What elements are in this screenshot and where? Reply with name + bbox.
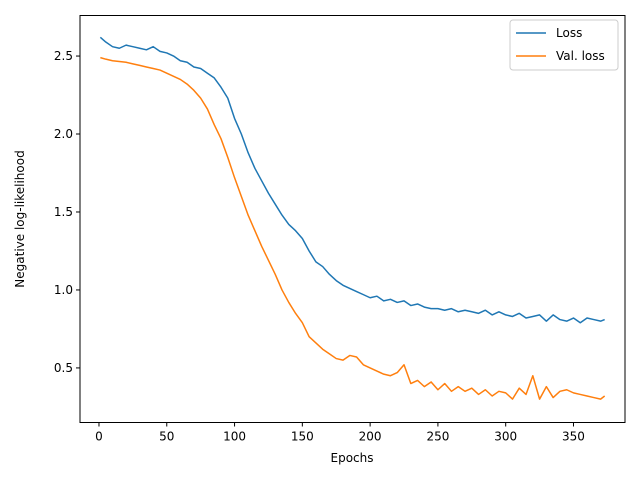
legend-label-val-loss: Val. loss: [556, 49, 605, 63]
x-tick-label: 350: [562, 430, 585, 444]
y-tick-label: 2.0: [54, 127, 73, 141]
series-line-loss: [99, 36, 605, 324]
x-tick-label: 50: [159, 430, 174, 444]
series-layer: [99, 36, 606, 400]
x-axis: 0 50 100 150 200 250 300 350: [95, 422, 585, 444]
plot-frame: [79, 15, 626, 423]
legend: Loss Val. loss: [509, 19, 619, 71]
x-tick-label: 300: [494, 430, 517, 444]
y-tick-label: 1.5: [54, 205, 73, 219]
x-axis-label: Epochs: [331, 451, 374, 465]
y-tick-label: 0.5: [54, 361, 73, 375]
y-tick-label: 1.0: [54, 283, 73, 297]
y-tick-label: 2.5: [54, 49, 73, 63]
legend-label-loss: Loss: [556, 26, 582, 40]
x-tick-label: 100: [223, 430, 246, 444]
x-tick-label: 150: [291, 430, 314, 444]
y-axis: 0.5 1.0 1.5 2.0 2.5: [54, 49, 80, 375]
x-tick-label: 250: [426, 430, 449, 444]
x-tick-label: 0: [95, 430, 103, 444]
series-line-val-loss: [100, 56, 606, 400]
y-axis-label: Negative log-likelihood: [13, 150, 27, 287]
x-tick-label: 200: [359, 430, 382, 444]
